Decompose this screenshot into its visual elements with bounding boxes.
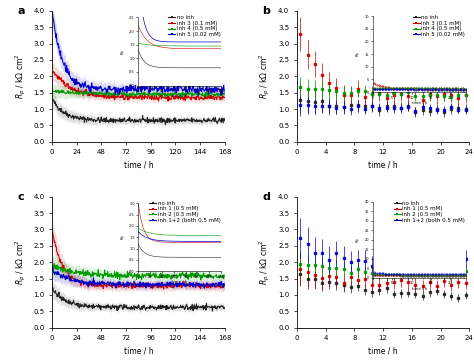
Legend: no inh, inh 1 (0.5 mM), inh 2 (0.5 mM), inh 1+2 (both 0.5 mM): no inh, inh 1 (0.5 mM), inh 2 (0.5 mM), … (393, 199, 466, 224)
Legend: no inh, inh 3 (0.1 mM), inh 4 (0.5 mM), inh 5 (0.02 mM): no inh, inh 3 (0.1 mM), inh 4 (0.5 mM), … (167, 14, 222, 39)
X-axis label: time / h: time / h (368, 161, 398, 170)
Legend: no inh, inh 1 (0.5 mM), inh 2 (0.5 mM), inh 1+2 (both 0.5 mM): no inh, inh 1 (0.5 mM), inh 2 (0.5 mM), … (148, 199, 222, 224)
Y-axis label: $R_p$ / k$\Omega$ cm$^2$: $R_p$ / k$\Omega$ cm$^2$ (13, 240, 27, 285)
X-axis label: time / h: time / h (124, 347, 153, 356)
X-axis label: time / h: time / h (124, 161, 153, 170)
X-axis label: time / h: time / h (368, 347, 398, 356)
Y-axis label: $R_p$ / k$\Omega$ cm$^2$: $R_p$ / k$\Omega$ cm$^2$ (258, 240, 273, 285)
Legend: no inh, inh 3 (0.1 mM), inh 4 (0.5 mM), inh 5 (0.02 mM): no inh, inh 3 (0.1 mM), inh 4 (0.5 mM), … (412, 14, 466, 39)
Y-axis label: $R_p$ / k$\Omega$ cm$^2$: $R_p$ / k$\Omega$ cm$^2$ (258, 54, 273, 99)
Text: d: d (263, 191, 270, 202)
Y-axis label: $R_p$ / k$\Omega$ cm$^2$: $R_p$ / k$\Omega$ cm$^2$ (13, 54, 27, 99)
Text: c: c (18, 191, 24, 202)
Text: a: a (18, 6, 25, 16)
Text: b: b (263, 6, 270, 16)
